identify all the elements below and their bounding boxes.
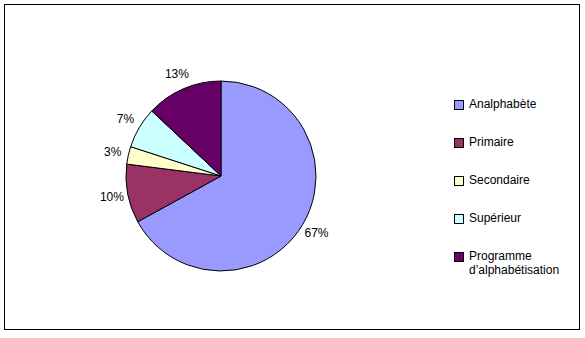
html-text:Primaire: Primaire: [469, 135, 514, 149]
svg-text:10%: 10%: [100, 190, 124, 204]
html-text:Programme d’alphabétisation: Programme d’alphabétisation: [469, 249, 560, 277]
svg-text:67%: 67%: [305, 226, 329, 240]
html-text:Secondaire: Secondaire: [469, 173, 530, 187]
svg-text:3%: 3%: [104, 145, 122, 159]
svg-text:13%: 13%: [165, 67, 189, 81]
html-text:Supérieur: Supérieur: [469, 211, 521, 225]
svg-text:7%: 7%: [117, 112, 135, 126]
html-text:Analphabète: Analphabète: [469, 97, 537, 111]
